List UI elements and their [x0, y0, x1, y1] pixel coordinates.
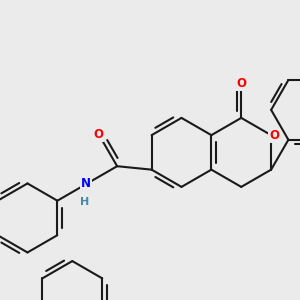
Text: O: O — [269, 129, 279, 142]
Text: H: H — [80, 197, 89, 207]
Text: N: N — [81, 177, 91, 190]
Text: O: O — [236, 77, 246, 90]
Text: O: O — [93, 128, 103, 141]
